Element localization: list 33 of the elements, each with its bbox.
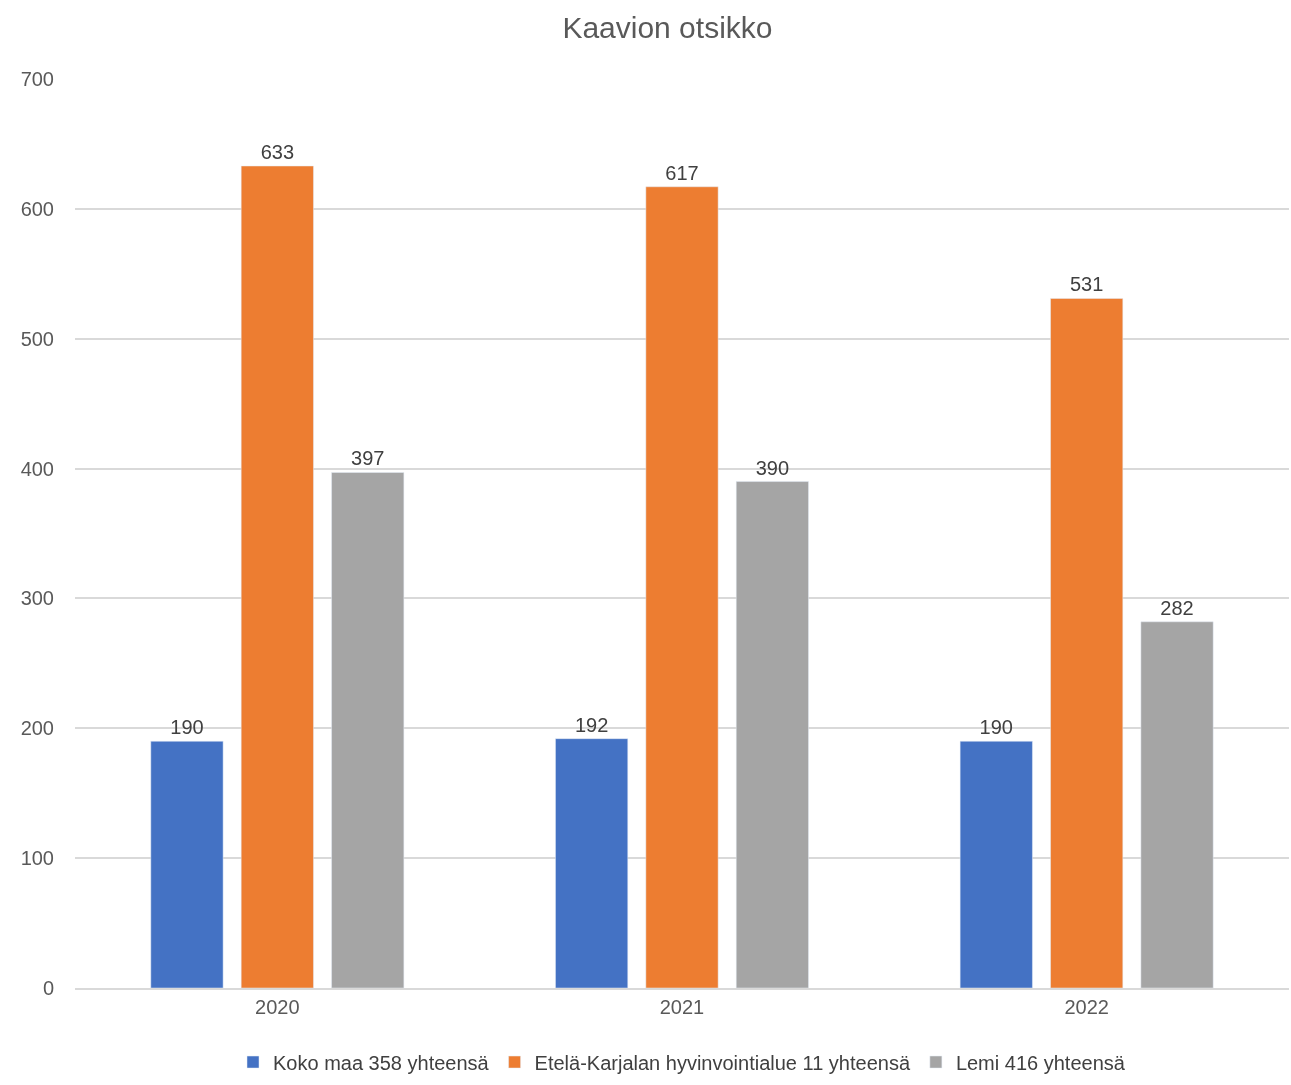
- data-label: 190: [979, 716, 1013, 739]
- legend-label: Etelä-Karjalan hyvinvointialue 11 yhteensä: [534, 1051, 911, 1074]
- data-label: 531: [1069, 273, 1104, 296]
- bar: [959, 741, 1033, 988]
- y-tick-label: 100: [20, 847, 54, 870]
- bar: [1050, 298, 1124, 988]
- data-label: 190: [170, 716, 204, 739]
- bar: [645, 186, 719, 988]
- chart-title: Kaavion otsikko: [562, 10, 773, 44]
- bar: [240, 165, 314, 988]
- data-label: 617: [665, 161, 699, 184]
- y-tick-label: 400: [20, 457, 54, 480]
- bar: [735, 481, 809, 988]
- x-tick-label: 2020: [255, 996, 300, 1018]
- data-label: 282: [1160, 596, 1194, 619]
- bar: [150, 741, 224, 988]
- data-label: 633: [260, 141, 295, 163]
- bar: [331, 472, 405, 988]
- bar: [1140, 621, 1214, 988]
- data-label: 397: [351, 447, 385, 470]
- x-tick-label: 2022: [1064, 996, 1109, 1018]
- y-tick-label: 600: [20, 197, 54, 220]
- legend-label: Lemi 416 yhteensä: [955, 1051, 1126, 1074]
- data-label: 192: [574, 713, 609, 736]
- y-tick-label: 0: [42, 977, 54, 999]
- y-tick-label: 700: [20, 68, 54, 90]
- y-tick-label: 500: [20, 327, 54, 350]
- x-tick-label: 2021: [659, 996, 705, 1018]
- legend-label: Koko maa 358 yhteensä: [273, 1051, 490, 1074]
- y-tick-label: 300: [20, 587, 54, 610]
- data-label: 390: [755, 456, 790, 479]
- y-tick-label: 200: [20, 717, 54, 740]
- bar: [555, 738, 629, 988]
